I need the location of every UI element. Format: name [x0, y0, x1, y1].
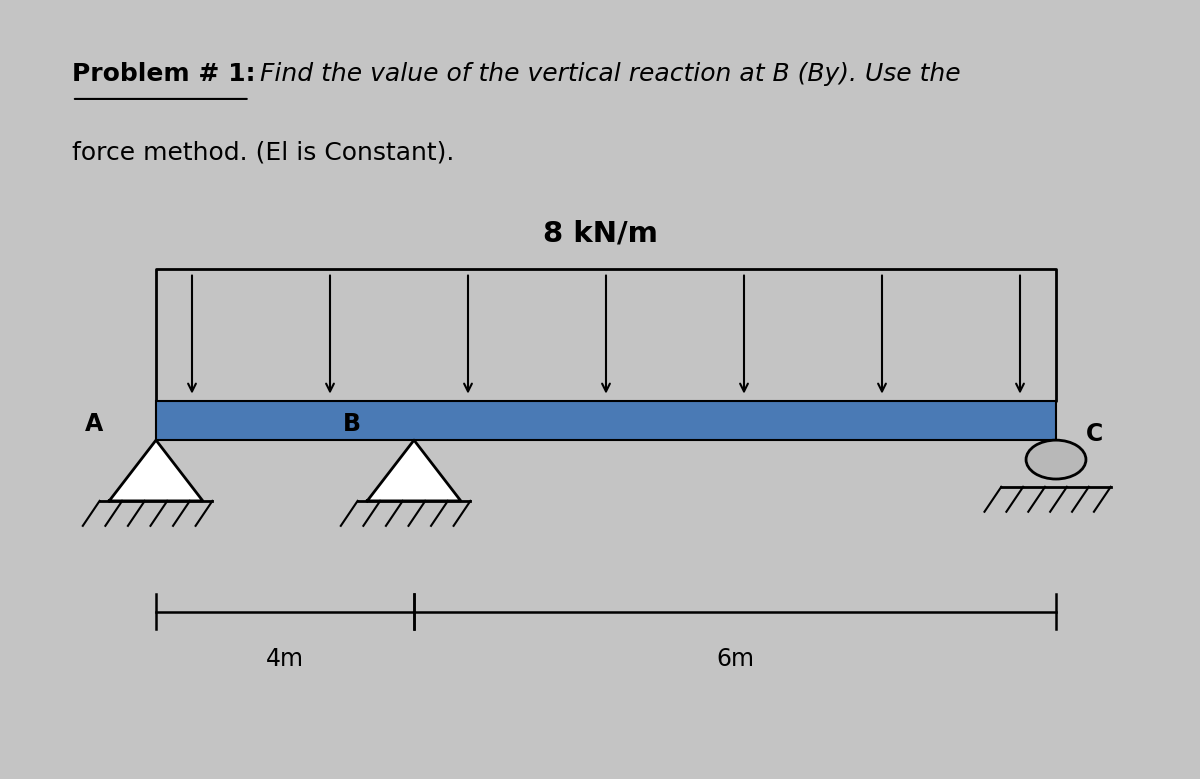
Bar [156, 401, 1056, 440]
Text: 6m: 6m [716, 647, 754, 671]
Text: A: A [85, 412, 103, 436]
Polygon shape [367, 440, 461, 501]
Text: 8 kN/m: 8 kN/m [542, 220, 658, 248]
Text: B: B [343, 412, 361, 436]
Polygon shape [109, 440, 203, 501]
Text: Find the value of the vertical reaction at B (By). Use the: Find the value of the vertical reaction … [252, 62, 961, 86]
Text: Problem # 1:: Problem # 1: [72, 62, 256, 86]
Text: C: C [1086, 422, 1103, 446]
Circle shape [1026, 440, 1086, 479]
Text: 4m: 4m [266, 647, 304, 671]
Text: force method. (El is Constant).: force method. (El is Constant). [72, 140, 455, 164]
